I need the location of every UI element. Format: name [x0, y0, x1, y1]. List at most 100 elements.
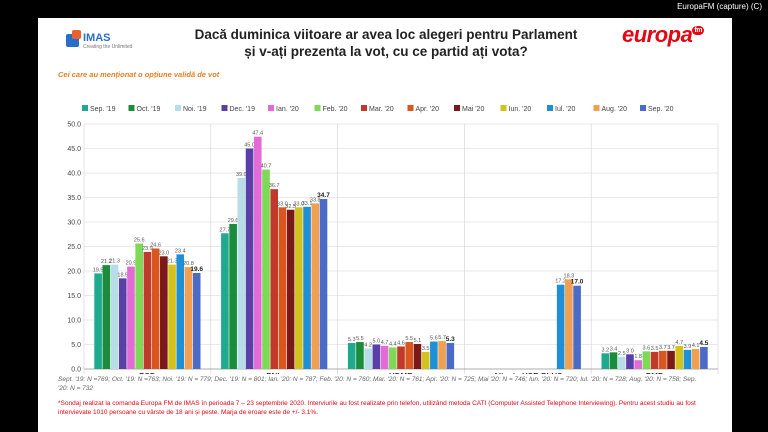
legend-swatch: [175, 105, 181, 111]
europa-fm-logo: europa fm: [622, 22, 704, 48]
bar-data-label: 29.6: [228, 218, 239, 224]
bar: [160, 256, 168, 369]
y-tick-label: 35.0: [67, 195, 81, 202]
bar-data-label: 21.3: [167, 259, 178, 265]
bar-data-label: 34.7: [317, 192, 330, 199]
bar-data-label: 21.2: [101, 259, 112, 265]
legend-label: Ian. '20: [276, 106, 299, 113]
bar: [565, 279, 573, 369]
bar-data-label: 36.7: [269, 183, 280, 189]
bar-data-label: 4.1: [692, 343, 700, 349]
legend-label: Iul. '20: [555, 106, 576, 113]
bar-chart: Sep. '19 Oct. '19 Noi. '19 Dec. '19 Ian. '20…: [67, 105, 719, 374]
bar: [168, 264, 176, 369]
bar-data-label: 20.9: [126, 261, 137, 267]
bar-data-label: 19.5: [93, 267, 104, 273]
bar-data-label: 3.9: [684, 344, 692, 350]
bar: [295, 207, 303, 369]
bar: [221, 233, 229, 369]
bar: [176, 254, 185, 369]
bar: [650, 351, 659, 369]
bar: [278, 207, 287, 369]
legend-swatch: [547, 105, 553, 111]
bar-data-label: 3.7: [659, 345, 667, 351]
bar-data-label: 39.0: [236, 172, 247, 178]
legend-swatch: [593, 105, 600, 111]
bar-data-label: 2.5: [618, 351, 626, 357]
y-tick-label: 20.0: [67, 269, 81, 276]
bar: [413, 344, 422, 369]
bar: [446, 343, 455, 369]
bar-data-label: 33.8: [310, 197, 321, 203]
bar-data-label: 33.0: [293, 201, 304, 207]
bar: [438, 341, 446, 369]
bar-data-label: 17.0: [571, 279, 584, 286]
bar: [683, 349, 692, 369]
legend-label: Sep. '20: [648, 106, 674, 113]
bar-data-label: 25.6: [134, 238, 145, 244]
bar: [626, 354, 634, 369]
bar: [245, 148, 254, 369]
legend-label: Oct. '19: [137, 106, 161, 113]
y-tick-label: 45.0: [67, 146, 81, 153]
x-category-label: PNL: [266, 372, 282, 374]
chart-title-line2: și v-ați prezenta la vot, cu ce partid a…: [244, 44, 528, 59]
poll-slide: IMAS Creating the Unlimited Dacă duminic…: [38, 18, 732, 432]
bar: [405, 342, 414, 369]
bar-data-label: 3.4: [610, 346, 618, 352]
legend-label: Apr. '20: [416, 106, 440, 113]
bar: [421, 351, 430, 369]
legend-label: Mar. '20: [369, 106, 394, 113]
bar-data-label: 5.3: [446, 336, 455, 343]
y-tick-label: 25.0: [67, 244, 81, 251]
legend-label: Iun. '20: [509, 106, 532, 113]
bar-data-label: 5.1: [414, 338, 422, 344]
bar-data-label: 4.4: [389, 341, 397, 347]
chart-title: Dacă duminica viitoare ar avea loc alege…: [156, 26, 616, 60]
bar-data-label: 3.5: [422, 346, 430, 352]
europa-fm-logo-text: europa: [622, 22, 693, 47]
bar-data-label: 5.5: [405, 336, 413, 342]
bar-data-label: 5.5: [356, 336, 364, 342]
legend-swatch: [82, 105, 88, 111]
bar-data-label: 32.5: [285, 204, 296, 210]
bar-data-label: 23.9: [142, 246, 153, 252]
bar-data-label: 3.7: [667, 345, 675, 351]
bar-data-label: 4.5: [699, 340, 708, 347]
bar: [118, 278, 127, 369]
legend-swatch: [500, 105, 507, 111]
bar: [303, 206, 311, 369]
bar: [319, 198, 328, 369]
legend-label: Sep. '19: [90, 106, 116, 113]
bar: [127, 266, 135, 369]
sample-size-footnote: Sept. '19: N =769; Oct. '19: N =763; Noi…: [58, 376, 697, 392]
legend-label: Dec. '19: [230, 106, 256, 113]
bar: [642, 351, 651, 369]
imas-logo-mark-accent: [72, 30, 81, 39]
legend-label: Noi. '19: [183, 106, 207, 113]
survey-disclaimer: *Sondaj realizat la comanda Europa FM de…: [58, 400, 696, 416]
bar-data-label: 4.7: [675, 340, 683, 346]
bar: [347, 343, 356, 369]
bar-data-label: 1.8: [634, 354, 642, 360]
bar-data-label: 47.4: [252, 131, 263, 137]
imas-logo-brand: IMAS: [83, 32, 111, 44]
bar: [372, 344, 381, 369]
bar: [229, 223, 237, 369]
bar: [94, 273, 102, 369]
bar-data-label: 40.7: [261, 164, 272, 170]
bar: [430, 341, 438, 369]
legend-swatch: [407, 105, 414, 111]
bar-data-label: 20.8: [183, 261, 194, 267]
bar-data-label: 23.4: [175, 248, 186, 254]
y-tick-label: 10.0: [67, 318, 81, 325]
bar: [192, 272, 201, 369]
bar: [151, 248, 160, 369]
bar-data-label: 5.6: [430, 336, 438, 342]
bar: [691, 348, 700, 369]
legend-label: Aug. '20: [602, 106, 628, 113]
y-tick-label: 15.0: [67, 293, 81, 300]
bar-data-label: 18.5: [117, 272, 128, 278]
chart-title-line1: Dacă duminica viitoare ar avea loc alege…: [194, 27, 578, 42]
